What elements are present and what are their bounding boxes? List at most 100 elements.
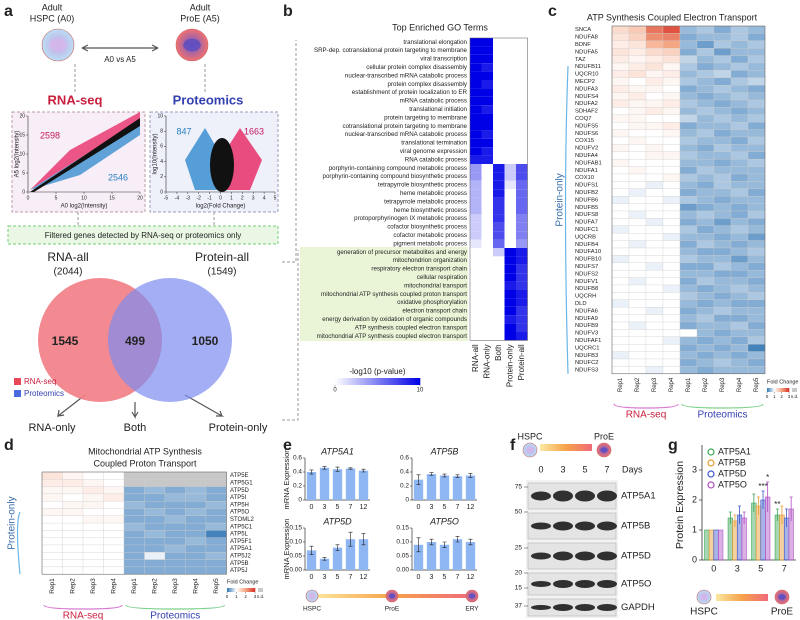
x-tick-label: 1 bbox=[230, 195, 233, 201]
heat-cell bbox=[470, 54, 482, 64]
blot-band bbox=[575, 521, 595, 531]
heat-cell bbox=[679, 366, 698, 374]
heat-cell bbox=[516, 197, 528, 206]
heat-cell bbox=[696, 166, 715, 175]
heat-cell bbox=[611, 107, 630, 115]
heat-cell bbox=[611, 307, 630, 315]
legend-label: ATP5B bbox=[718, 457, 746, 467]
y-tick-label: 10 bbox=[157, 113, 163, 119]
error-bar bbox=[789, 496, 793, 521]
heat-cell bbox=[504, 113, 516, 122]
heat-cell bbox=[470, 71, 482, 80]
x-tick-label: 20 bbox=[137, 195, 143, 201]
row-label: NDUFB8 bbox=[575, 286, 598, 292]
error-bar bbox=[738, 505, 742, 524]
heat-cell bbox=[41, 530, 63, 538]
bar bbox=[426, 474, 437, 500]
blot-band bbox=[597, 521, 617, 531]
heat-cell bbox=[747, 62, 766, 71]
heat-cell bbox=[696, 173, 715, 182]
colorbar-step bbox=[362, 378, 366, 385]
heat-cell bbox=[730, 70, 749, 78]
row-label: NDUFAF1 bbox=[575, 338, 601, 344]
heat-cell bbox=[123, 537, 145, 546]
heat-cell bbox=[611, 48, 630, 56]
set-total: (1549) bbox=[208, 267, 237, 278]
heat-cell bbox=[628, 159, 647, 167]
heat-cell bbox=[481, 138, 493, 148]
column-label: Rep3 bbox=[172, 578, 179, 594]
filter-text: Filtered genes detected by RNA-seq or pr… bbox=[45, 231, 242, 240]
colorbar-step bbox=[247, 588, 249, 592]
heat-cell bbox=[493, 206, 505, 215]
heat-cell bbox=[730, 344, 749, 352]
heat-cell bbox=[205, 559, 227, 568]
row-label: NDUFV1 bbox=[575, 279, 598, 285]
row-label: NDUFA4 bbox=[575, 153, 599, 159]
heat-cell bbox=[493, 54, 505, 64]
blot-band bbox=[553, 490, 573, 502]
colorbar-step bbox=[388, 378, 391, 385]
x-tick-label: 12 bbox=[467, 504, 475, 511]
heat-cell bbox=[713, 344, 732, 352]
group-label: Proteomics bbox=[150, 611, 200, 620]
column-label: Rep1 bbox=[618, 377, 624, 392]
heat-cell bbox=[516, 206, 528, 215]
heat-cell bbox=[713, 144, 732, 152]
heat-cell bbox=[662, 70, 681, 78]
legend-marker bbox=[707, 459, 715, 467]
colorbar-step bbox=[254, 588, 256, 592]
heat-cell bbox=[662, 351, 681, 360]
colorbar-step bbox=[774, 388, 776, 392]
heat-cell bbox=[662, 203, 681, 212]
colorbar-step bbox=[243, 588, 245, 592]
heat-cell bbox=[481, 332, 493, 341]
colorbar-step bbox=[386, 378, 389, 385]
stage-label: ProE bbox=[594, 431, 614, 441]
heat-cell bbox=[164, 544, 186, 553]
x-tick-label: 0 bbox=[310, 504, 314, 511]
heat-cell bbox=[662, 358, 681, 367]
row-label: ATP5E bbox=[230, 473, 249, 479]
heat-cell bbox=[679, 136, 698, 145]
colorbar-step bbox=[375, 378, 378, 385]
y-tick-label: 0 bbox=[298, 497, 302, 504]
heat-cell bbox=[628, 181, 647, 189]
heat-cell bbox=[205, 537, 227, 546]
heat-cell bbox=[645, 344, 664, 352]
heat-cell bbox=[645, 358, 664, 367]
heat-cell bbox=[504, 164, 516, 173]
heat-cell bbox=[481, 290, 493, 299]
row-label: NDUFA1 bbox=[575, 168, 598, 174]
heat-cell bbox=[481, 323, 493, 332]
heat-cell bbox=[504, 323, 516, 332]
heat-cell bbox=[82, 515, 104, 524]
heat-cell bbox=[628, 329, 647, 337]
row-label: mitochondrial ATP synthesis coupled elec… bbox=[317, 333, 468, 340]
heat-cell bbox=[662, 144, 681, 152]
heat-cell bbox=[747, 48, 766, 56]
blot-band bbox=[531, 581, 551, 587]
heat-cell bbox=[516, 172, 528, 181]
heat-cell bbox=[205, 515, 227, 524]
y-tick-label: 6 bbox=[160, 144, 163, 150]
legend-marker bbox=[707, 470, 715, 478]
heat-cell bbox=[730, 48, 749, 56]
x-tick-label: 7 bbox=[782, 563, 787, 573]
heat-cell bbox=[123, 486, 145, 495]
heat-cell bbox=[662, 307, 681, 315]
heat-cell bbox=[662, 299, 681, 308]
heat-cell bbox=[504, 130, 516, 139]
heat-cell bbox=[662, 292, 681, 300]
protein-label: ATP5A1 bbox=[621, 491, 656, 502]
colorbar-step bbox=[407, 378, 410, 385]
heat-cell bbox=[611, 314, 630, 323]
cell-label: ProE (A5) bbox=[180, 13, 220, 23]
heat-cell bbox=[628, 62, 647, 71]
heat-cell bbox=[470, 38, 482, 47]
error-bar bbox=[429, 472, 434, 476]
heat-cell bbox=[730, 351, 749, 360]
heat-cell bbox=[713, 366, 732, 374]
group-brace bbox=[43, 604, 123, 610]
heat-cell bbox=[481, 231, 493, 240]
